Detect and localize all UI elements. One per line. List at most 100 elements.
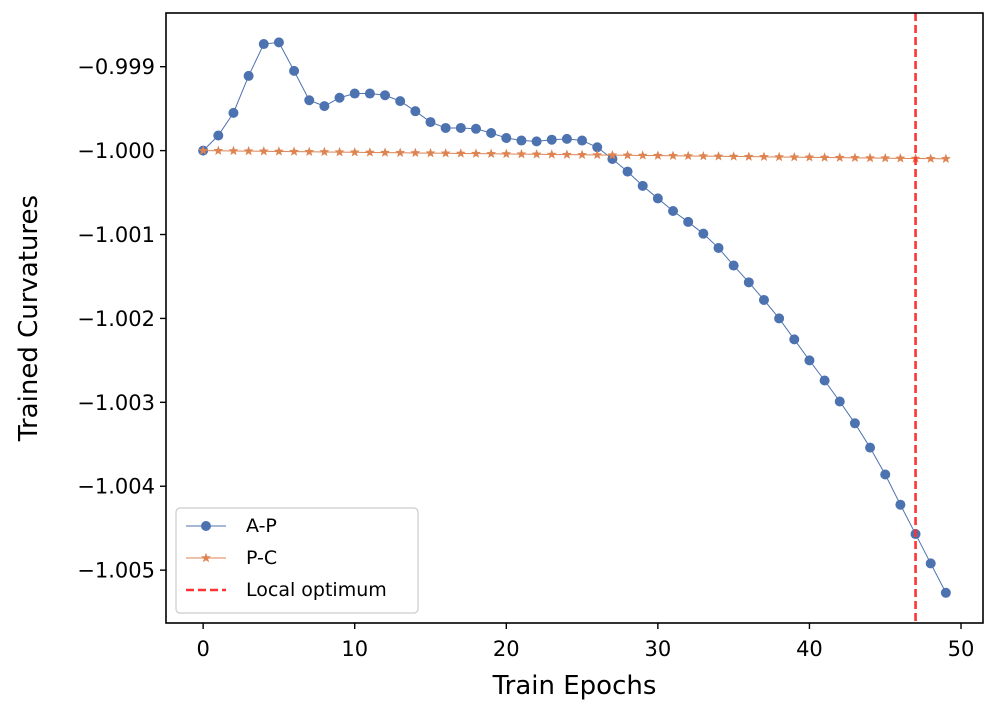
y-tick-label: −1.004 [77, 475, 155, 499]
data-point-a-p [713, 242, 724, 253]
data-point-a-p [501, 133, 512, 144]
data-point-p-c [410, 147, 421, 158]
data-point-a-p [819, 375, 830, 386]
data-point-p-c [895, 153, 906, 163]
legend-local-optimum-label: Local optimum [246, 579, 387, 601]
data-point-p-c [577, 149, 588, 160]
data-point-a-p [698, 228, 709, 239]
data-point-a-p [546, 134, 557, 145]
data-point-a-p [213, 130, 224, 141]
data-point-a-p [577, 135, 588, 146]
y-tick-label: −1.005 [77, 559, 155, 583]
data-point-p-c [713, 151, 724, 161]
data-point-p-c [425, 147, 436, 158]
data-point-a-p [652, 193, 663, 204]
data-point-p-c [501, 148, 512, 159]
legend: A-P P-C Local optimum [175, 507, 419, 614]
data-point-p-c [198, 145, 209, 155]
x-tick-label: 50 [948, 637, 975, 661]
data-point-a-p [228, 107, 239, 118]
data-point-p-c [258, 146, 269, 156]
data-point-p-c [471, 148, 481, 158]
x-tick-label: 0 [196, 637, 209, 661]
data-point-a-p [289, 65, 300, 76]
data-point-p-c [486, 148, 497, 158]
data-point-p-c [289, 146, 300, 156]
data-point-p-c [683, 150, 694, 161]
data-point-p-c [698, 150, 709, 161]
data-point-p-c [925, 153, 936, 163]
data-point-a-p [895, 499, 906, 510]
data-point-a-p [592, 142, 603, 153]
data-point-a-p [425, 117, 436, 128]
data-point-p-c [834, 152, 845, 162]
data-point-p-c [849, 152, 860, 163]
data-point-a-p [940, 587, 951, 598]
x-tick-label: 10 [341, 637, 368, 661]
series-layer [198, 37, 951, 598]
data-point-p-c [395, 147, 406, 157]
data-point-a-p [243, 70, 254, 81]
data-point-p-c [819, 152, 830, 162]
data-point-a-p [607, 153, 618, 164]
legend-ap-marker [201, 521, 211, 531]
data-point-a-p [455, 122, 466, 133]
data-point-p-c [607, 149, 618, 160]
y-axis-label: Trained Curvatures [14, 195, 44, 442]
data-point-a-p [683, 216, 694, 227]
legend-box [175, 507, 419, 614]
y-axis-ticks: −0.999 −1.000 −1.001 −1.002 −1.003 −1.004 −1.0… [77, 55, 166, 583]
data-point-a-p [622, 166, 633, 177]
data-point-a-p [531, 136, 542, 147]
data-point-a-p [395, 96, 406, 107]
data-point-a-p [380, 90, 391, 101]
legend-ap-label: A-P [246, 515, 277, 537]
data-point-a-p [304, 95, 315, 106]
x-axis-ticks: 0 10 20 30 40 50 [196, 623, 974, 661]
data-point-p-c [546, 149, 557, 159]
data-point-a-p [349, 88, 360, 99]
data-point-p-c [668, 150, 678, 161]
data-point-a-p [561, 133, 572, 144]
y-tick-label: −1.000 [77, 139, 155, 163]
data-point-a-p [834, 396, 845, 407]
data-point-p-c [728, 151, 739, 161]
data-point-p-c [592, 149, 603, 160]
data-point-p-c [380, 147, 390, 157]
data-point-p-c [334, 146, 345, 157]
data-point-p-c [213, 145, 224, 155]
y-tick-label: −1.001 [77, 223, 155, 247]
data-point-p-c [865, 152, 876, 163]
data-point-a-p [334, 92, 345, 103]
data-point-p-c [228, 145, 239, 156]
data-point-a-p [668, 206, 679, 217]
data-point-a-p [516, 135, 527, 146]
data-point-p-c [243, 145, 254, 156]
data-point-p-c [759, 151, 769, 162]
x-axis-label: Train Epochs [492, 671, 657, 701]
data-point-a-p [410, 106, 421, 117]
data-point-p-c [880, 152, 891, 163]
data-point-a-p [758, 294, 769, 305]
data-point-a-p [880, 469, 891, 480]
data-point-p-c [273, 146, 284, 156]
data-point-p-c [531, 149, 542, 159]
x-tick-label: 20 [493, 637, 520, 661]
data-point-p-c [561, 149, 572, 159]
data-point-p-c [349, 147, 360, 157]
data-point-p-c [304, 146, 315, 156]
data-point-a-p [637, 180, 648, 191]
data-point-p-c [637, 150, 648, 160]
data-point-p-c [774, 151, 785, 162]
legend-pc-label: P-C [246, 547, 277, 569]
data-point-a-p [743, 277, 754, 288]
data-point-p-c [319, 146, 330, 157]
data-point-a-p [486, 127, 497, 138]
x-tick-label: 40 [796, 637, 823, 661]
data-point-a-p [774, 313, 785, 324]
data-point-p-c [516, 148, 527, 159]
y-tick-label: −1.002 [77, 307, 155, 331]
